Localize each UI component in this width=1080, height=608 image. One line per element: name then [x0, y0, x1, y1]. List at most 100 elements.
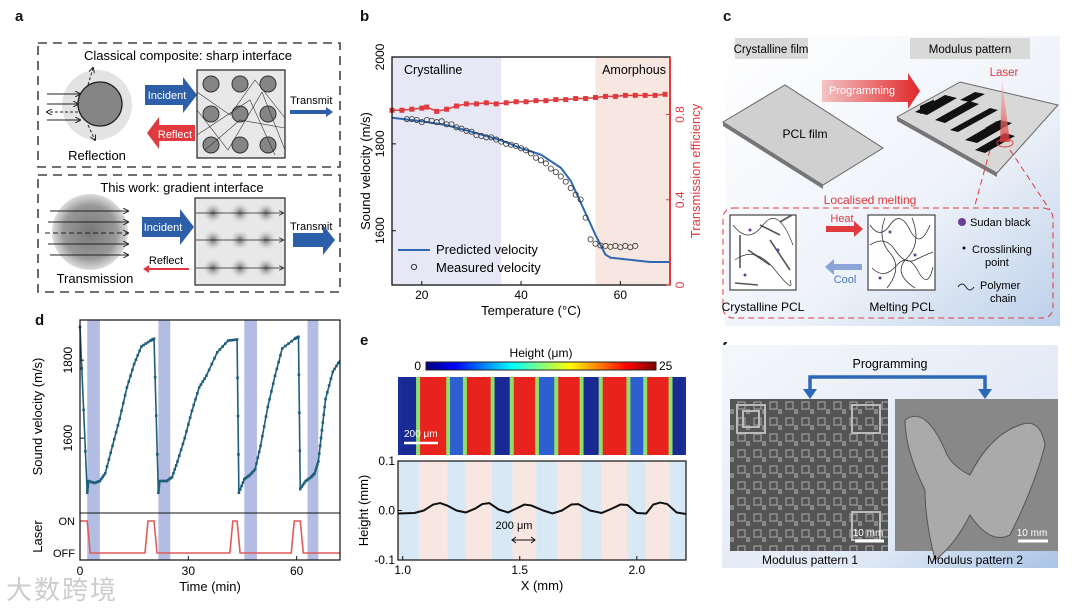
region-label: Crystalline	[404, 63, 462, 77]
x-tick-label: 2.0	[628, 563, 645, 577]
cooling-band	[87, 320, 100, 560]
velocity-point	[257, 450, 261, 454]
velocity-point	[322, 413, 326, 417]
transmitted-rays	[45, 211, 128, 255]
velocity-point	[82, 408, 85, 412]
measured-point	[488, 134, 495, 141]
y-tick-label: 0.1	[378, 454, 395, 468]
measured-point	[498, 138, 505, 145]
x-axis-label: X (mm)	[521, 578, 564, 593]
transmit-arrow-top	[290, 107, 333, 117]
velocity-point	[327, 384, 331, 387]
velocity-point	[277, 360, 280, 364]
velocity-point	[97, 480, 100, 483]
classical-box	[37, 42, 341, 168]
legend-polymer-2: chain	[990, 293, 1016, 305]
velocity-point	[259, 444, 262, 448]
laser-off-label: OFF	[53, 548, 75, 560]
velocity-point	[181, 442, 185, 446]
velocity-point	[157, 488, 160, 492]
measured-point	[567, 185, 574, 192]
x-tick-label: 30	[182, 564, 196, 578]
crystalline-film-tag	[735, 38, 808, 59]
profile-stripe	[646, 461, 670, 560]
laser-axis-label: Laser	[30, 520, 45, 553]
velocity-point	[99, 477, 103, 481]
velocity-point	[317, 460, 320, 463]
velocity-point	[271, 382, 275, 385]
measured-point	[413, 116, 420, 123]
velocity-point	[157, 485, 161, 489]
y-tick-label: -0.1	[374, 553, 395, 567]
legend-circle-icon	[410, 263, 418, 271]
velocity-point	[298, 449, 302, 453]
velocity-point	[163, 479, 167, 483]
velocity-point	[116, 424, 120, 427]
height-map-high-stripe	[513, 377, 536, 455]
velocity-point	[190, 409, 194, 413]
pcl-film	[722, 84, 884, 186]
velocity-point	[331, 370, 335, 374]
transmission-point	[543, 98, 549, 104]
transmit-arrow-bottom	[293, 225, 335, 255]
heat-arrow	[826, 221, 863, 237]
cooling-band	[158, 320, 171, 560]
velocity-point	[226, 339, 230, 342]
velocity-point	[207, 368, 211, 372]
transmission-point	[583, 96, 589, 102]
velocity-point	[308, 476, 312, 480]
y-tick-label: 1800	[61, 346, 75, 373]
measured-point	[418, 119, 425, 126]
velocity-point	[168, 477, 171, 481]
velocity-point	[165, 479, 168, 483]
transmission-point	[662, 91, 668, 97]
transmission-point	[424, 104, 430, 110]
velocity-point	[335, 364, 338, 368]
panel-label-e: e	[360, 332, 369, 349]
transmission-point	[399, 107, 405, 113]
velocity-point	[134, 358, 138, 361]
gradient-title: This work: gradient interface	[100, 180, 263, 195]
height-map-high-stripe	[558, 377, 580, 455]
polymer-chain-icon	[957, 283, 975, 291]
classical-title: Classical composite: sharp interface	[84, 48, 292, 63]
velocity-point	[127, 380, 131, 383]
velocity-point	[279, 353, 282, 357]
velocity-point	[264, 415, 268, 418]
transmission-point	[632, 92, 638, 98]
profile-stripe	[536, 461, 558, 560]
localised-melting-label: Localised melting	[824, 193, 917, 207]
velocity-point	[93, 481, 96, 485]
velocity-point	[152, 337, 156, 341]
velocity-point	[86, 482, 90, 486]
height-map-high-stripe	[602, 377, 627, 455]
y2-tick-label: 0	[673, 281, 687, 288]
gradient-box	[37, 174, 341, 293]
velocity-point	[136, 353, 140, 357]
legend-crosslink-2: point	[985, 257, 1009, 269]
measured-point	[542, 160, 549, 167]
velocity-point	[197, 386, 201, 389]
velocity-point	[169, 476, 173, 480]
transmission-point	[483, 100, 489, 106]
x-axis-label: Time (min)	[179, 579, 241, 594]
transmission-point	[434, 108, 440, 114]
incident-label-bottom: Incident	[144, 222, 183, 234]
velocity-point	[336, 361, 340, 365]
measured-point	[448, 121, 455, 128]
velocity-point	[237, 491, 241, 495]
x-tick-label: 20	[415, 288, 429, 302]
velocity-point	[215, 351, 219, 354]
velocity-point	[252, 469, 256, 473]
region-0	[392, 57, 502, 285]
y-tick-label: 0.0	[378, 504, 395, 518]
measured-point	[537, 157, 544, 164]
velocity-point	[86, 485, 90, 489]
velocity-point	[90, 480, 93, 484]
velocity-point	[140, 345, 143, 348]
laser-label: Laser	[990, 67, 1019, 79]
velocity-point	[123, 393, 127, 397]
profile-stripe	[398, 461, 420, 560]
measured-point	[513, 143, 520, 150]
transmission-point	[602, 93, 608, 99]
